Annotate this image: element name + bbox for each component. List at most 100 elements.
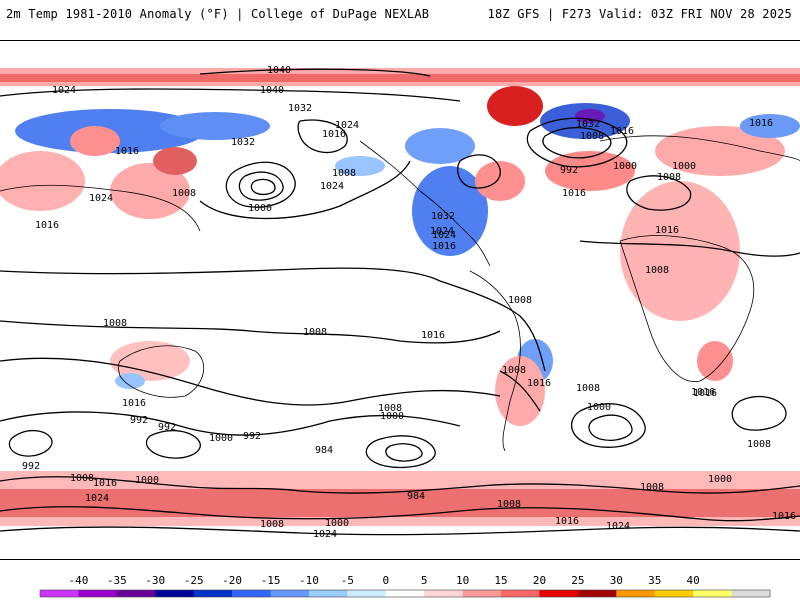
colorbar-tick-label: 20	[533, 574, 546, 587]
colorbar-swatch	[193, 590, 233, 597]
colorbar-outline	[39, 589, 771, 598]
isobar-label: 992	[243, 431, 261, 442]
colorbar-swatch	[539, 590, 579, 597]
colorbar-swatch	[385, 590, 425, 597]
isobar-label: 984	[407, 491, 425, 502]
colorbar-tick-label: -30	[145, 574, 165, 587]
isobar-label: 1024	[432, 230, 456, 241]
colorbar-tick-label: 30	[610, 574, 623, 587]
isobar-label: 1016	[421, 330, 445, 341]
isobar-label: 1016	[527, 378, 551, 389]
isobar-label: 1032	[431, 211, 455, 222]
header-bar: 2m Temp 1981-2010 Anomaly (°F) | College…	[0, 0, 800, 40]
temperature-anomaly-shading	[0, 68, 800, 526]
colorbar-swatch	[40, 590, 79, 597]
weather-map[interactable]: 1040 1040 1032 1032 1024 1024 1016 1016 …	[0, 40, 800, 560]
colorbar-legend: -40 -35 -30 -25 -20 -15 -10 -5 0 5 10 15 20 25 30 35 40	[0, 560, 800, 600]
colorbar-tick-label: -35	[107, 574, 127, 587]
isobar-label: 1008	[657, 172, 681, 183]
colorbar-tick-label: -10	[299, 574, 319, 587]
isobar-label: 1008	[645, 265, 669, 276]
colorbar-tick-label: 35	[648, 574, 661, 587]
isobar-label: 1016	[115, 146, 139, 157]
map-title: 2m Temp 1981-2010 Anomaly (°F) | College…	[6, 7, 430, 21]
isobar-label: 992	[130, 415, 148, 426]
isobar-label: 1008	[576, 383, 600, 394]
isobar-label: 1040	[260, 85, 284, 96]
colorbar-swatch	[270, 590, 310, 597]
isobar-label: 1016	[772, 511, 796, 522]
colorbar-swatch	[616, 590, 656, 597]
colorbar-swatch	[693, 590, 733, 597]
isobar-label: 1000	[613, 161, 637, 172]
isobar-label: 992	[158, 422, 176, 433]
model-run-info: 18Z GFS | F273 Valid: 03Z FRI NOV 28 202…	[487, 7, 792, 21]
isobar-label: 1016	[93, 478, 117, 489]
colorbar-swatch	[232, 590, 272, 597]
colorbar-tick-label: -25	[184, 574, 204, 587]
colorbar-ticks: -40 -35 -30 -25 -20 -15 -10 -5 0 5 10 15 20 25 30 35 40	[68, 574, 699, 587]
isobar-label: 1008	[508, 295, 532, 306]
isobar-label: 1024	[313, 529, 337, 540]
isobar-label: 1016	[322, 129, 346, 140]
colorbar-swatch	[462, 590, 502, 597]
isobar-label: 1000	[708, 474, 732, 485]
isobar-label: 1016	[562, 188, 586, 199]
isobar-label: 1024	[52, 85, 76, 96]
colorbar-swatch	[424, 590, 464, 597]
isobar-label: 1000	[135, 475, 159, 486]
colorbar-tick-label: 40	[687, 574, 700, 587]
isobar-label: 1024	[85, 493, 109, 504]
isobar-label: 1040	[267, 65, 291, 76]
isobar-label: 1016	[610, 126, 634, 137]
isobar-label: 1032	[231, 137, 255, 148]
colorbar-swatch	[731, 590, 771, 597]
isobar-label: 1008	[497, 499, 521, 510]
isobar-label: 1000	[587, 402, 611, 413]
colorbar-svg: -40 -35 -30 -25 -20 -15 -10 -5 0 5 10 15 20 25 30 35 40	[39, 574, 771, 598]
isobar-label: 1008	[103, 318, 127, 329]
isobar-label: 1008	[70, 473, 94, 484]
isobar-label: 1016	[432, 241, 456, 252]
isobar-label: 1032	[288, 103, 312, 114]
isobar-label: 992	[22, 461, 40, 472]
isobar-label: 1016	[122, 398, 146, 409]
colorbar-tick-label: -40	[68, 574, 88, 587]
colorbar-swatches	[39, 589, 771, 598]
isobar-label: 1000	[209, 433, 233, 444]
map-canvas: 1040 1040 1032 1032 1024 1024 1016 1016 …	[0, 41, 800, 559]
isobar-label: 1016	[749, 118, 773, 129]
isobar-label: 1008	[378, 403, 402, 414]
isobar-label: 992	[560, 165, 578, 176]
isobar-label: 1000	[248, 203, 272, 214]
isobar-label: 1024	[335, 120, 359, 131]
colorbar-swatch	[654, 590, 694, 597]
isobar-label: 1016	[35, 220, 59, 231]
colorbar-tick-label: 0	[382, 574, 389, 587]
colorbar-swatch	[347, 590, 387, 597]
coastlines	[0, 135, 800, 452]
colorbar-tick-label: -20	[222, 574, 242, 587]
isobar-label: 1016	[555, 516, 579, 527]
isobar-label: 1000	[380, 411, 404, 422]
isobar-label: 1008	[303, 327, 327, 338]
isobar-label: 1024	[89, 193, 113, 204]
isobar-label: 1032	[576, 119, 600, 130]
isobar-label: 984	[315, 445, 333, 456]
isobar-labels: 1040 1040 1032 1032 1024 1024 1016 1016 …	[22, 65, 796, 540]
colorbar-swatch	[155, 590, 195, 597]
colorbar-tick-label: 15	[494, 574, 507, 587]
isobar-label: 1000	[672, 161, 696, 172]
isobar-label: 1008	[747, 439, 771, 450]
colorbar-swatch	[501, 590, 540, 597]
isobar-contours	[0, 68, 800, 536]
isobar-label: 1024	[430, 226, 454, 237]
isobar-label: 1008	[580, 131, 604, 142]
isobar-label: 1008	[260, 519, 284, 530]
colorbar-tick-label: 5	[421, 574, 428, 587]
colorbar-tick-label: 10	[456, 574, 469, 587]
colorbar-swatch	[78, 590, 118, 597]
isobar-label: 1000	[325, 518, 349, 529]
isobar-label: 1016	[655, 225, 679, 236]
isobar-label: 1008	[502, 365, 526, 376]
